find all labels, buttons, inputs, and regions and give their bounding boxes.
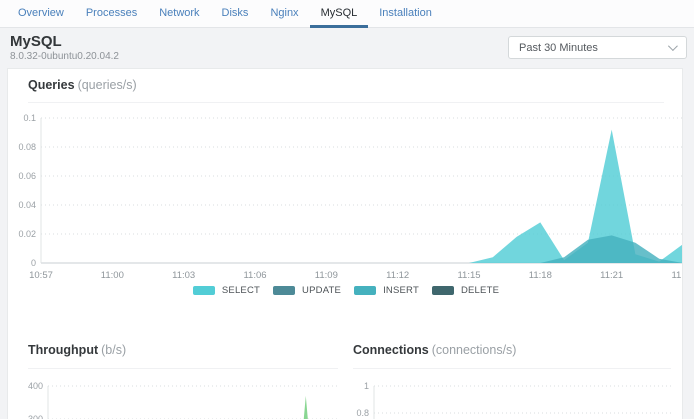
svg-text:0: 0	[31, 258, 36, 268]
svg-text:11:12: 11:12	[386, 270, 409, 281]
legend-label: UPDATE	[302, 285, 342, 296]
legend-label: INSERT	[383, 285, 419, 296]
tab-disks[interactable]: Disks	[221, 6, 249, 19]
throughput-section-title: Throughput (b/s)	[28, 343, 127, 357]
charts-panel: Queries (queries/s) 0 0.02 0.04 0.06 0.08 0.1 1…	[7, 68, 683, 419]
tab-installation[interactable]: Installation	[379, 6, 432, 19]
legend-item-update[interactable]: UPDATE	[273, 285, 341, 296]
svg-text:11:24: 11:24	[671, 270, 683, 281]
legend-label: SELECT	[221, 285, 261, 296]
svg-text:11:18: 11:18	[529, 270, 552, 281]
legend-item-insert[interactable]: INSERT	[354, 285, 419, 296]
svg-text:400: 400	[28, 381, 43, 391]
svg-text:0.06: 0.06	[18, 171, 36, 181]
connections-section-title: Connections (connections/s)	[353, 343, 517, 357]
svg-text:0.1: 0.1	[23, 113, 36, 123]
svg-text:11:21: 11:21	[600, 270, 623, 281]
divider	[28, 102, 664, 103]
tab-overview[interactable]: Overview	[18, 6, 64, 19]
svg-text:11:00: 11:00	[101, 270, 124, 281]
legend-label: DELETE	[460, 285, 500, 296]
connections-chart: 10.8	[356, 381, 671, 419]
queries-chart: 0 0.02 0.04 0.06 0.08 0.1 10:57 11:00 11:03 11:06…	[18, 113, 683, 281]
chevron-down-icon	[667, 41, 678, 52]
top-nav: Overview Processes Network Disks Nginx MySQL I…	[0, 0, 694, 28]
divider	[353, 368, 671, 369]
time-range-select[interactable]: Past 30 Minutes	[508, 36, 687, 59]
svg-text:11:15: 11:15	[457, 270, 480, 281]
svg-text:300: 300	[28, 414, 43, 419]
tab-mysql[interactable]: MySQL	[309, 0, 369, 28]
queries-section-title: Queries (queries/s)	[28, 78, 137, 92]
legend-item-select[interactable]: SELECT	[192, 285, 261, 296]
legend-swatch-delete	[431, 286, 454, 295]
page-title: MySQL	[10, 33, 62, 50]
svg-text:11:09: 11:09	[315, 270, 338, 281]
tab-nginx[interactable]: Nginx	[270, 6, 299, 19]
svg-text:1: 1	[364, 381, 369, 391]
svg-text:0.8: 0.8	[356, 408, 369, 418]
time-range-value: Past 30 Minutes	[519, 41, 598, 54]
divider	[28, 368, 338, 369]
svg-text:11:06: 11:06	[243, 270, 266, 281]
legend-swatch-update	[273, 286, 296, 295]
svg-text:11:03: 11:03	[172, 270, 195, 281]
svg-text:0.02: 0.02	[18, 229, 36, 239]
svg-text:10:57: 10:57	[29, 270, 53, 281]
mysql-version: 8.0.32-0ubuntu0.20.04.2	[10, 51, 119, 62]
tab-network[interactable]: Network	[159, 6, 200, 19]
queries-legend: SELECT UPDATE INSERT DELETE	[8, 285, 682, 296]
svg-text:0.08: 0.08	[18, 142, 36, 152]
svg-text:0.04: 0.04	[18, 200, 36, 210]
legend-swatch-insert	[354, 286, 377, 295]
tab-processes[interactable]: Processes	[85, 6, 138, 19]
throughput-chart: 400 300	[28, 381, 338, 419]
legend-item-delete[interactable]: DELETE	[431, 285, 500, 296]
legend-swatch-select	[192, 286, 215, 295]
